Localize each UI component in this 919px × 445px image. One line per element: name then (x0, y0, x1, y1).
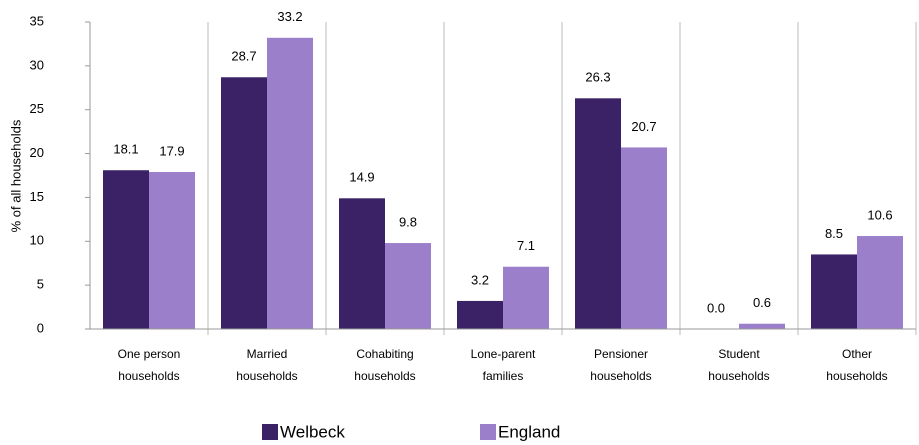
x-tick-label: households (708, 369, 769, 383)
bar (103, 170, 149, 329)
y-tick-label: 5 (37, 277, 44, 292)
bar (385, 243, 431, 329)
y-tick-label: 30 (30, 57, 44, 72)
value-label: 17.9 (159, 143, 184, 158)
value-label: 9.8 (399, 214, 417, 229)
y-tick-label: 0 (37, 320, 44, 335)
x-tick-label: Student (718, 347, 760, 361)
y-tick-label: 15 (30, 189, 44, 204)
legend-swatch (262, 424, 278, 440)
y-tick-label: 25 (30, 101, 44, 116)
value-label: 18.1 (113, 142, 138, 157)
bar (811, 254, 857, 329)
legend-swatch (480, 424, 496, 440)
value-label: 14.9 (349, 170, 374, 185)
x-tick-label: households (590, 369, 651, 383)
x-tick-label: Cohabiting (356, 347, 413, 361)
value-label: 20.7 (631, 119, 656, 134)
bar (621, 147, 667, 329)
bar (739, 323, 785, 329)
x-tick-label: Lone-parent (471, 347, 536, 361)
value-label: 33.2 (277, 9, 302, 24)
bar (221, 77, 267, 329)
x-tick-label: Pensioner (594, 347, 648, 361)
x-tick-label: households (354, 369, 415, 383)
x-tick-label: households (236, 369, 297, 383)
y-tick-label: 10 (30, 233, 44, 248)
value-label: 26.3 (585, 70, 610, 85)
value-label: 10.6 (867, 207, 892, 222)
value-label: 28.7 (231, 49, 256, 64)
y-tick-label: 35 (30, 13, 44, 28)
value-label: 0.6 (753, 295, 771, 310)
y-axis-title: % of all households (8, 119, 23, 232)
bar (857, 236, 903, 329)
x-tick-label: One person (118, 347, 181, 361)
x-tick-label: Married (247, 347, 288, 361)
bar (457, 300, 503, 329)
value-label: 3.2 (471, 272, 489, 287)
x-tick-label: households (118, 369, 179, 383)
value-label: 0.0 (707, 300, 725, 315)
legend-label: England (498, 422, 560, 441)
y-tick-label: 20 (30, 145, 44, 160)
bar (339, 198, 385, 329)
x-tick-label: families (483, 369, 524, 383)
bar (503, 266, 549, 329)
value-label: 8.5 (825, 226, 843, 241)
x-tick-label: households (826, 369, 887, 383)
bar (267, 37, 313, 329)
value-label: 7.1 (517, 238, 535, 253)
bar (575, 98, 621, 329)
bar (149, 171, 195, 329)
legend-label: Welbeck (280, 422, 345, 441)
x-tick-label: Other (842, 347, 872, 361)
